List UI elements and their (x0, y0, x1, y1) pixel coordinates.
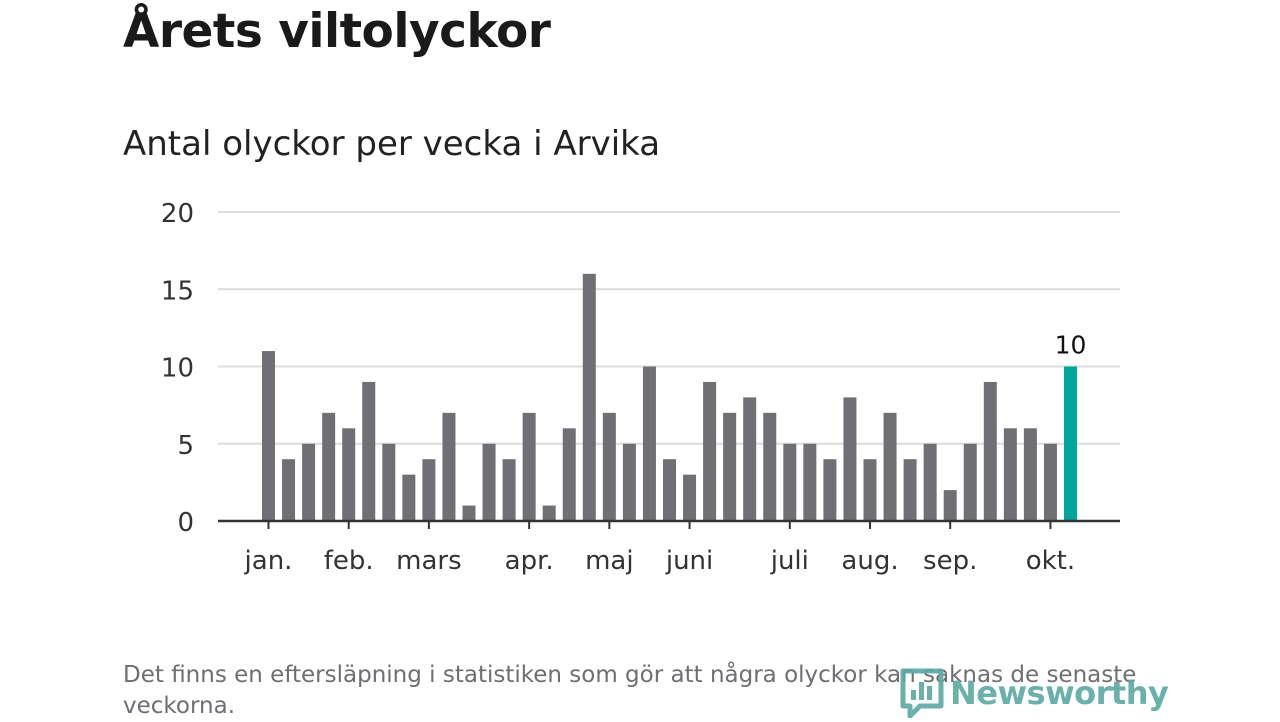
x-tick-label: maj (585, 546, 633, 576)
bar (583, 274, 596, 521)
bar (282, 459, 295, 521)
x-tick-label: okt. (1026, 546, 1075, 576)
bar (1044, 444, 1057, 521)
bar (342, 428, 355, 521)
bar (763, 413, 776, 521)
bar (703, 382, 716, 521)
y-tick-label: 15 (161, 276, 194, 306)
bar (503, 459, 516, 521)
bar (422, 459, 435, 521)
bar (884, 413, 897, 521)
bar (743, 397, 756, 521)
x-tick-labels: jan. feb. mars apr. maj juni juli aug. sep. okt. (244, 546, 1076, 576)
bar (382, 444, 395, 521)
logo-text: Newsworthy (950, 674, 1168, 712)
bar (302, 444, 315, 521)
bar (984, 382, 997, 521)
bar (783, 444, 796, 521)
bar (663, 459, 676, 521)
bar (864, 459, 877, 521)
bars (262, 274, 1077, 521)
bar (1004, 428, 1017, 521)
bar (924, 444, 937, 521)
bar (523, 413, 536, 521)
chart-logo-icon (900, 668, 944, 718)
bar (683, 475, 696, 521)
bar (723, 413, 736, 521)
x-tick-label: feb. (324, 546, 374, 576)
y-tick-label: 10 (161, 354, 194, 384)
x-tick-label: juni (665, 546, 713, 576)
x-axis (218, 521, 1120, 529)
y-tick-labels: 0 5 10 15 20 (161, 199, 194, 538)
y-tick-label: 20 (161, 199, 194, 229)
bar (463, 506, 476, 521)
bar (322, 413, 335, 521)
x-tick-label: aug. (841, 546, 898, 576)
bar (543, 506, 556, 521)
bar (823, 459, 836, 521)
data-label-latest: 10 (1055, 331, 1087, 360)
bar-highlight (1064, 367, 1077, 522)
bar-chart: 0 5 10 15 20 jan. feb. mars apr. maj juni juli aug.… (0, 0, 1280, 620)
bar (643, 367, 656, 522)
bar (442, 413, 455, 521)
x-tick-label: mars (396, 546, 462, 576)
bar (944, 490, 957, 521)
x-tick-label: apr. (505, 546, 554, 576)
bar (904, 459, 917, 521)
newsworthy-logo: Newsworthy (900, 668, 1168, 718)
bar (623, 444, 636, 521)
bar (843, 397, 856, 521)
bar (362, 382, 375, 521)
bar (603, 413, 616, 521)
y-tick-label: 5 (177, 431, 194, 461)
data-labels: 10 (1055, 331, 1087, 360)
bar (964, 444, 977, 521)
bar (262, 351, 275, 521)
bar (1024, 428, 1037, 521)
x-tick-label: jan. (244, 546, 293, 576)
bar (483, 444, 496, 521)
bar (803, 444, 816, 521)
y-tick-label: 0 (177, 508, 194, 538)
x-tick-label: sep. (923, 546, 977, 576)
bar (402, 475, 415, 521)
x-tick-label: juli (770, 546, 809, 576)
bar (563, 428, 576, 521)
